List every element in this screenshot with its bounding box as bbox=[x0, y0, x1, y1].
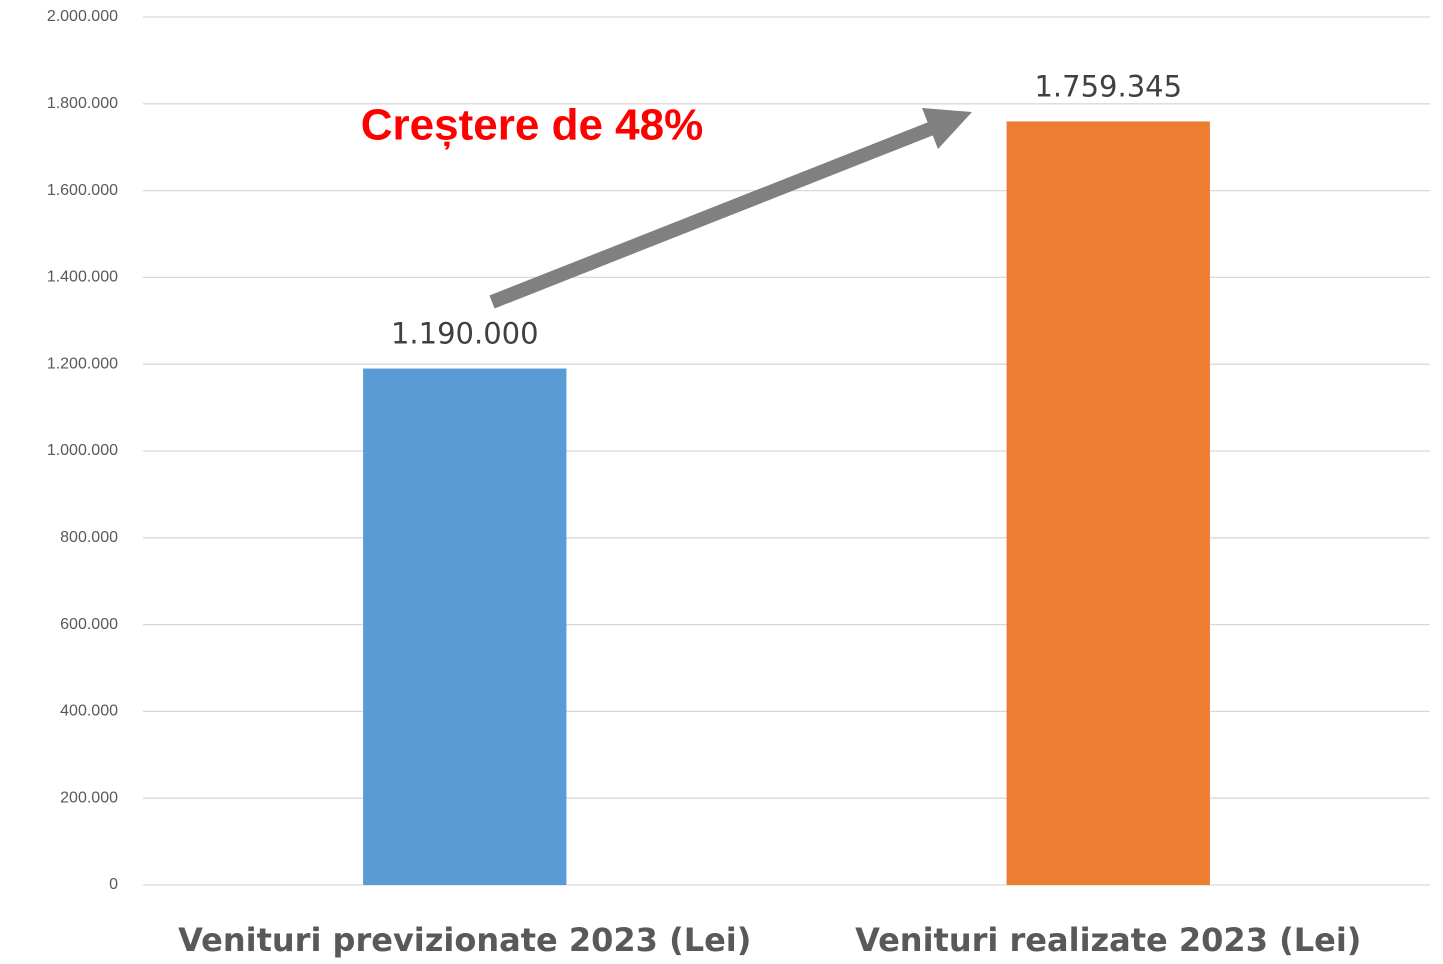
arrow-shaft bbox=[489, 120, 938, 309]
annotation: Creștere de 48% bbox=[361, 101, 703, 150]
bar bbox=[1006, 121, 1210, 885]
value-label: 1.190.000 bbox=[391, 317, 539, 351]
y-tick-label: 1.600.000 bbox=[47, 182, 118, 199]
x-tick-label: Venituri previzionate 2023 (Lei) bbox=[178, 921, 751, 959]
y-tick-label: 0 bbox=[109, 876, 118, 893]
y-tick-label: 1.200.000 bbox=[47, 355, 118, 372]
arrow-head bbox=[922, 108, 972, 149]
y-tick-label: 1.400.000 bbox=[47, 269, 118, 286]
y-tick-label: 2.000.000 bbox=[47, 8, 118, 25]
y-tick-label: 800.000 bbox=[60, 529, 118, 546]
y-tick-label: 1.000.000 bbox=[47, 442, 118, 459]
y-tick-label: 600.000 bbox=[60, 616, 118, 633]
y-tick-label: 200.000 bbox=[60, 789, 118, 806]
bar bbox=[363, 368, 567, 885]
x-tick-label: Venituri realizate 2023 (Lei) bbox=[855, 921, 1361, 959]
y-tick-label: 1.800.000 bbox=[47, 95, 118, 112]
value-label: 1.759.345 bbox=[1034, 69, 1182, 103]
y-tick-label: 400.000 bbox=[60, 703, 118, 720]
